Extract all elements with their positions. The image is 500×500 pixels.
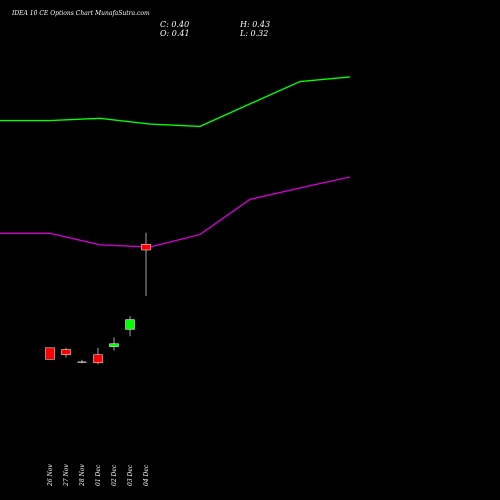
x-axis: 26 Nov 27 Nov 28 Nov 01 Dec 02 Dec 03 Dec 04 D…	[47, 464, 150, 487]
indicator-lines	[0, 76, 351, 248]
x-tick-label: 04 Dec	[143, 464, 150, 486]
candle-02-dec	[109, 337, 119, 351]
close-value: C: 0.40	[160, 20, 190, 29]
x-tick-label: 26 Nov	[47, 464, 54, 487]
open-value: O: 0.41	[160, 29, 190, 38]
candles	[45, 232, 151, 365]
x-tick-label: 01 Dec	[95, 464, 102, 486]
candle-03-dec	[125, 316, 135, 337]
low-value: L: 0.32	[240, 29, 269, 38]
candle-26-nov	[45, 347, 55, 360]
x-tick-label: 03 Dec	[127, 464, 134, 486]
candle-body	[125, 319, 135, 330]
candle-body	[61, 349, 71, 355]
x-tick-label: 27 Nov	[63, 464, 70, 487]
candle-body	[141, 244, 151, 251]
candle-04-dec	[141, 232, 151, 296]
candle-body	[93, 354, 103, 364]
x-tick-label: 28 Nov	[79, 464, 86, 487]
chart-title: IDEA 10 CE Options Chart MunafaSutra.com	[12, 10, 150, 17]
indicator-line-1	[0, 76, 351, 128]
candle-27-nov	[61, 347, 71, 358]
indicator-line-2	[0, 176, 351, 248]
candle-body	[45, 347, 55, 360]
candle-01-dec	[93, 347, 103, 365]
high-value: H: 0.43	[240, 20, 271, 29]
candle-28-nov	[77, 359, 87, 364]
x-tick-label: 02 Dec	[111, 464, 118, 486]
candle-body	[109, 343, 119, 347]
